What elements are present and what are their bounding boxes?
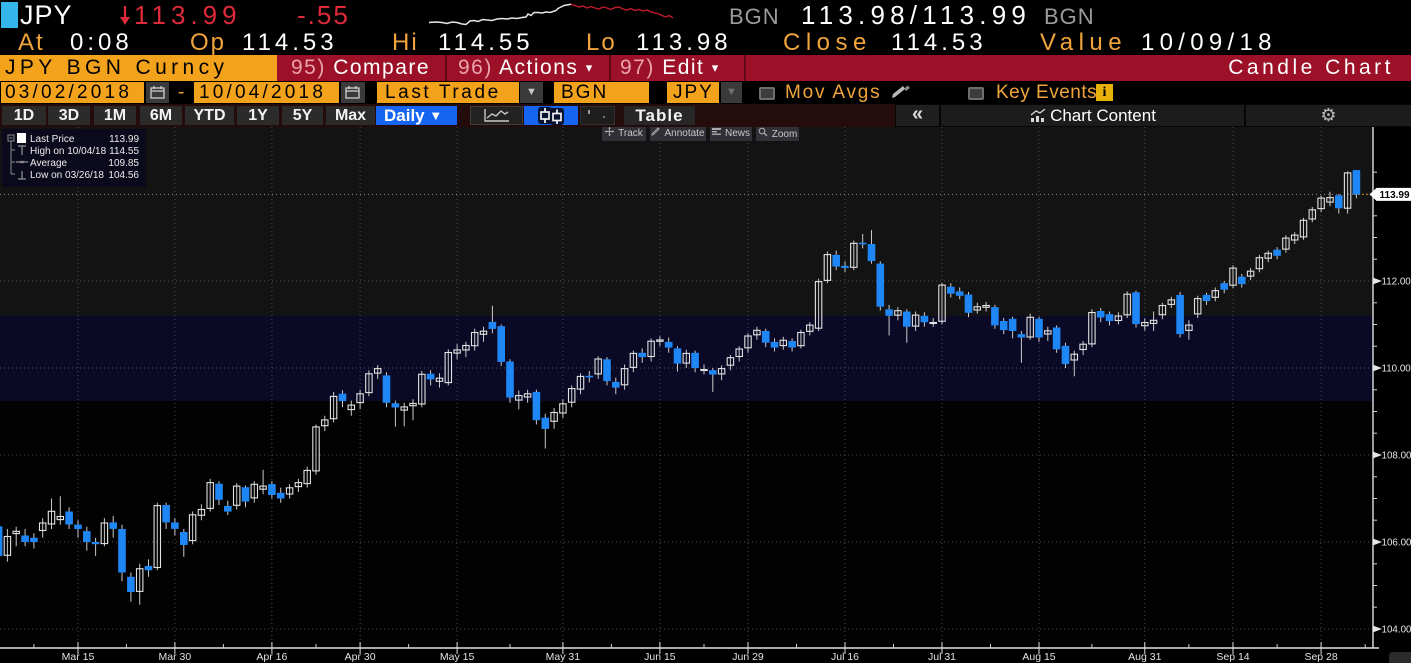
svg-text:May 31: May 31 (546, 651, 581, 663)
svg-text:104.56: 104.56 (108, 170, 139, 181)
svg-text:Mar 15: Mar 15 (62, 651, 95, 663)
svg-text:104.00: 104.00 (1382, 625, 1411, 636)
svg-text:Jul 16: Jul 16 (831, 651, 859, 663)
svg-text:113.99: 113.99 (1380, 190, 1410, 201)
svg-text:Apr 30: Apr 30 (345, 651, 376, 663)
svg-text:108.00: 108.00 (1382, 451, 1411, 462)
svg-text:110.00: 110.00 (1382, 364, 1411, 375)
svg-text:Aug 31: Aug 31 (1128, 651, 1161, 663)
svg-text:Low on 03/26/18: Low on 03/26/18 (30, 170, 104, 181)
svg-text:109.85: 109.85 (108, 158, 139, 169)
svg-text:May 15: May 15 (440, 651, 475, 663)
svg-text:Apr 16: Apr 16 (256, 651, 287, 663)
svg-text:113.99: 113.99 (109, 134, 139, 145)
svg-text:Average: Average (30, 158, 68, 169)
svg-text:Sep 28: Sep 28 (1304, 651, 1337, 663)
svg-text:112.00: 112.00 (1382, 277, 1411, 288)
svg-text:114.55: 114.55 (109, 146, 139, 157)
svg-text:106.00: 106.00 (1382, 538, 1411, 549)
svg-text:Jul 31: Jul 31 (928, 651, 956, 663)
svg-text:High on 10/04/18: High on 10/04/18 (30, 146, 107, 157)
svg-text:Aug 15: Aug 15 (1022, 651, 1055, 663)
svg-text:Last Price: Last Price (30, 134, 75, 145)
svg-text:Jun 15: Jun 15 (644, 651, 676, 663)
svg-text:Sep 14: Sep 14 (1216, 651, 1249, 663)
svg-text:Jun 29: Jun 29 (732, 651, 764, 663)
svg-text:Mar 30: Mar 30 (159, 651, 192, 663)
